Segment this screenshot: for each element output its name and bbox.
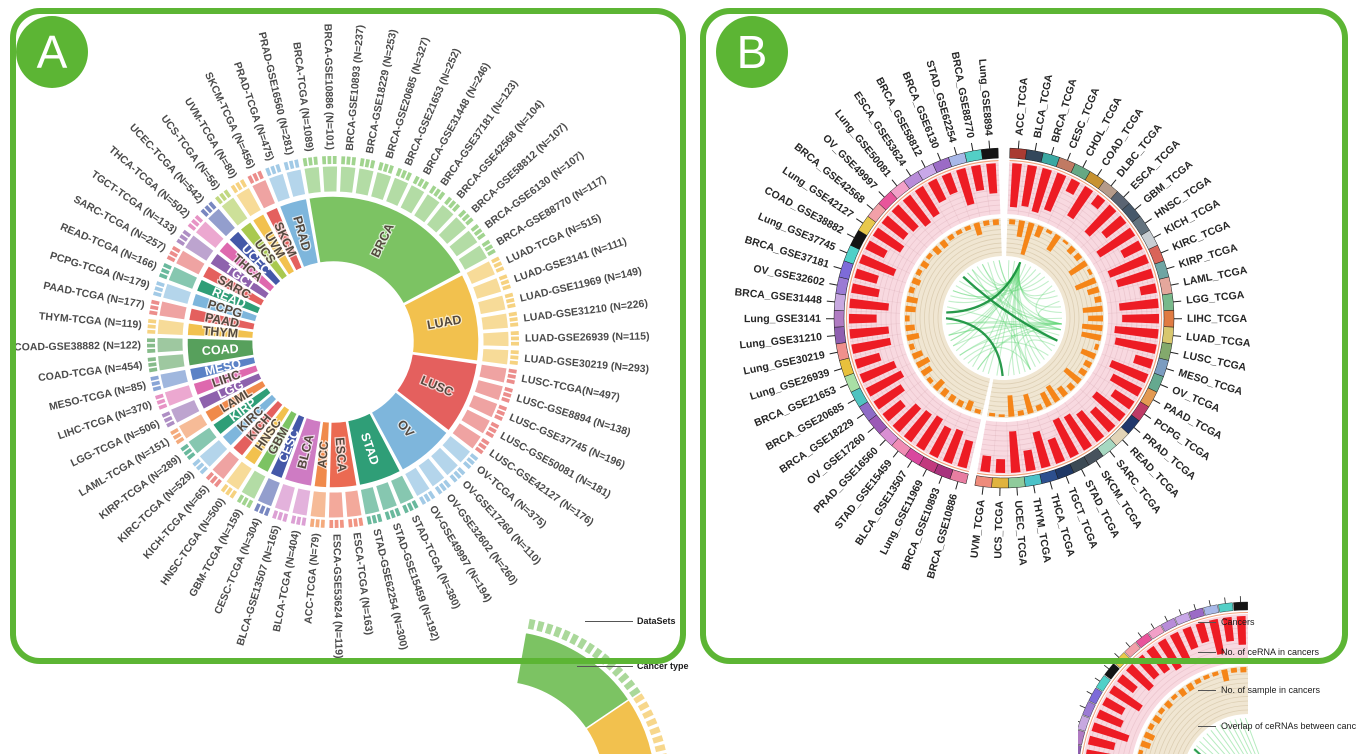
svg-text:COAD: COAD [201, 342, 239, 359]
svg-text:COAD-TCGA (N=454): COAD-TCGA (N=454) [38, 359, 144, 384]
legend-datasets-label: DataSets [637, 616, 676, 626]
svg-text:BRCA-TCGA (N=1089): BRCA-TCGA (N=1089) [290, 41, 315, 152]
legend-leader-line [1198, 622, 1216, 623]
legend-samples-label-line [1198, 690, 1216, 691]
svg-text:COAD-GSE38882 (N=122): COAD-GSE38882 (N=122) [14, 339, 141, 353]
svg-text:ESCA-GSE53624 (N=119): ESCA-GSE53624 (N=119) [330, 534, 344, 659]
legend-cancers-label: Cancers [1221, 617, 1255, 627]
svg-text:LIHC_TCGA: LIHC_TCGA [1187, 313, 1248, 325]
svg-text:LUAD-GSE26939 (N=115): LUAD-GSE26939 (N=115) [525, 330, 650, 344]
legend-leader-line [1198, 652, 1216, 653]
svg-text:BRCA_GSE31448: BRCA_GSE31448 [734, 286, 822, 306]
legend-cancer-type-label: Cancer type [637, 661, 689, 671]
svg-text:THYM-TCGA (N=119): THYM-TCGA (N=119) [38, 310, 142, 331]
svg-text:UCEC_TCGA: UCEC_TCGA [1012, 500, 1029, 566]
svg-text:UVM_TCGA: UVM_TCGA [968, 498, 987, 558]
panel-a-legend-chart [515, 618, 667, 754]
legend-samples-label: No. of sample in cancers [1221, 685, 1321, 695]
svg-text:ACC: ACC [315, 440, 331, 468]
svg-text:Lung_GSE8894: Lung_GSE8894 [976, 58, 994, 136]
svg-text:LUAD_TCGA: LUAD_TCGA [1185, 331, 1251, 350]
svg-text:UCS_TCGA: UCS_TCGA [992, 500, 1005, 558]
panel-b-legend-chart [1078, 596, 1260, 754]
circos-chart-cerna: ACC_TCGA BLCA_TCGABRCA_TCGACESC_TCGACHOL_… [734, 51, 1251, 580]
legend-cerna-label: No. of ceRNA in cancers [1221, 647, 1320, 657]
panel-b-label: B [716, 16, 788, 88]
svg-text:Lung_GSE3141: Lung_GSE3141 [744, 313, 821, 325]
svg-text:LUAD: LUAD [426, 312, 463, 332]
svg-text:ESCA: ESCA [333, 437, 349, 473]
legend-leader-line [577, 666, 633, 667]
legend-leader-line [585, 621, 633, 622]
svg-text:ACC_TCGA: ACC_TCGA [1013, 77, 1030, 137]
svg-text:LUAD-GSE30219 (N=293): LUAD-GSE30219 (N=293) [524, 353, 650, 376]
svg-text:LUAD-GSE31210 (N=226): LUAD-GSE31210 (N=226) [523, 297, 649, 324]
svg-text:ACC-TCGA (N=79): ACC-TCGA (N=79) [302, 533, 322, 625]
legend-overlap-label: Overlap of ceRNAs between cancers [1221, 721, 1356, 731]
svg-text:LGG_TCGA: LGG_TCGA [1186, 289, 1246, 307]
svg-text:THYM_TCGA: THYM_TCGA [1030, 497, 1053, 564]
panel-a-label: A [16, 16, 88, 88]
svg-text:LAML_TCGA: LAML_TCGA [1182, 264, 1248, 288]
svg-text:Lung_GSE31210: Lung_GSE31210 [739, 331, 823, 352]
svg-text:ESCA-TCGA (N=163): ESCA-TCGA (N=163) [350, 532, 374, 636]
svg-text:BRCA-GSE10893 (N=237): BRCA-GSE10893 (N=237) [344, 24, 367, 151]
legend-overlap-label-line [1198, 726, 1216, 727]
svg-text:BRCA-GSE10886 (N=101): BRCA-GSE10886 (N=101) [321, 24, 335, 151]
